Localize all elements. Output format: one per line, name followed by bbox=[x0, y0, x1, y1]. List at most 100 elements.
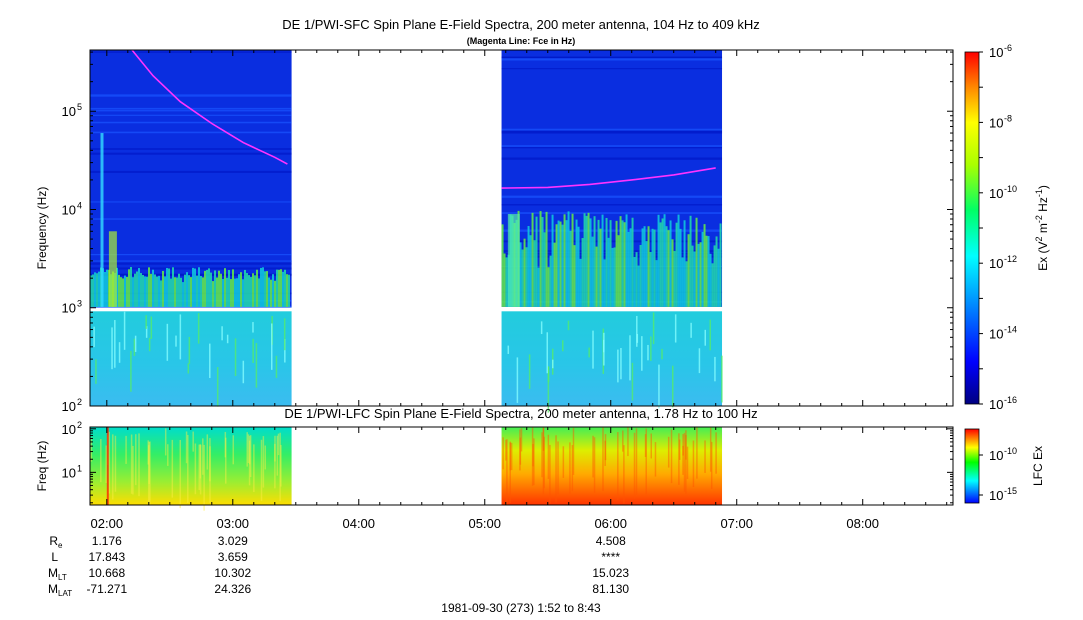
sfc-streak bbox=[588, 347, 590, 358]
sfc-streak bbox=[698, 348, 701, 374]
sfc-emission-col bbox=[629, 228, 632, 307]
sfc-emission-col bbox=[282, 271, 284, 307]
sfc-emission-col bbox=[126, 276, 128, 307]
sfc-emission-col bbox=[120, 277, 122, 307]
sfc-emission-col bbox=[649, 252, 652, 307]
sfc-stripe bbox=[90, 110, 292, 112]
lfc-streak bbox=[262, 436, 265, 488]
sfc-emission-col bbox=[661, 218, 664, 307]
sfc-streak bbox=[148, 337, 151, 352]
lfc-streak bbox=[164, 428, 167, 456]
lfc-y-tick-label: 10 bbox=[62, 422, 76, 437]
sfc-emission-col bbox=[635, 252, 638, 307]
sfc-emission-col bbox=[521, 249, 524, 307]
sfc-emission-col bbox=[190, 277, 192, 307]
lfc-streak bbox=[682, 445, 684, 475]
sfc-streak bbox=[133, 338, 136, 356]
sfc-stripe bbox=[90, 121, 292, 124]
sfc-emission-col bbox=[128, 269, 130, 307]
sfc-stripe bbox=[90, 94, 292, 97]
sfc-emission-col bbox=[258, 278, 260, 307]
lfc-streak bbox=[572, 427, 575, 475]
sfc-emission-col bbox=[677, 214, 680, 307]
sfc-streak bbox=[188, 336, 191, 364]
lfc-colorbar-tick-exponent: -15 bbox=[1004, 486, 1017, 496]
lfc-streak bbox=[147, 440, 149, 465]
sfc-streak bbox=[661, 348, 663, 360]
sfc-emission-col bbox=[188, 275, 190, 307]
sfc-colorbar-label-part: Ex (V bbox=[1036, 242, 1050, 271]
sfc-emission-col bbox=[182, 282, 184, 307]
sfc-emission-col bbox=[158, 275, 160, 307]
sfc-emission-col bbox=[569, 230, 572, 307]
sfc-stripe bbox=[90, 152, 292, 155]
sfc-streak bbox=[704, 329, 707, 346]
sfc-emission-col bbox=[224, 268, 226, 307]
lfc-colorbar-scale bbox=[964, 428, 980, 504]
sfc-colorbar-label-part: ) bbox=[1036, 185, 1050, 189]
lfc-streak bbox=[192, 431, 194, 452]
time-axis: 02:00 03:00 04:00 05:00 06:00 07:00 08:00 bbox=[91, 50, 948, 531]
sfc-emission-col bbox=[549, 255, 552, 307]
sfc-streak bbox=[650, 336, 652, 361]
sfc-emission-col bbox=[671, 239, 674, 307]
sfc-emission-col bbox=[593, 216, 596, 307]
sfc-streak bbox=[221, 326, 223, 341]
sfc-streak bbox=[507, 345, 510, 354]
sfc-stripe bbox=[90, 201, 292, 203]
sfc-emission-col bbox=[583, 213, 586, 307]
lfc-streak bbox=[253, 444, 255, 493]
sfc-emission-col bbox=[210, 272, 212, 307]
sfc-streak bbox=[540, 321, 543, 335]
sfc-streak bbox=[150, 316, 153, 339]
lfc-streak bbox=[138, 433, 140, 497]
sfc-streak bbox=[197, 313, 200, 344]
sfc-emission-col bbox=[122, 278, 124, 307]
lfc-streak bbox=[509, 442, 512, 471]
lfc-streak bbox=[179, 439, 181, 509]
time-tick-label: 04:00 bbox=[342, 516, 375, 531]
sfc-emission-col bbox=[627, 231, 630, 307]
sfc-y-tick-label: 10 bbox=[62, 104, 76, 119]
sfc-emission-col bbox=[703, 224, 706, 307]
sfc-emission-col bbox=[150, 273, 152, 307]
lfc-streak bbox=[644, 434, 647, 457]
lfc-streak bbox=[206, 434, 209, 470]
lfc-streak bbox=[715, 432, 717, 474]
sfc-emission-col bbox=[705, 235, 708, 307]
sfc-streak bbox=[275, 355, 278, 378]
sfc-emission-col bbox=[709, 253, 712, 307]
sfc-streak bbox=[636, 315, 638, 347]
sfc-streak bbox=[111, 327, 113, 370]
sfc-emission-col bbox=[240, 272, 242, 307]
sfc-stripe bbox=[501, 131, 723, 134]
sfc-colorbar-label-part: Hz bbox=[1036, 197, 1050, 215]
lfc-streak bbox=[112, 434, 114, 500]
lfc-streak bbox=[645, 428, 647, 495]
sfc-stripe bbox=[501, 157, 723, 160]
sfc-y-tick-label: 10 bbox=[62, 399, 76, 414]
sfc-emission-col bbox=[545, 211, 548, 307]
sfc-emission-col bbox=[250, 277, 252, 307]
lfc-streak bbox=[199, 444, 202, 479]
lfc-streak bbox=[685, 430, 687, 460]
sfc-emission-col bbox=[601, 214, 604, 307]
lfc-streak bbox=[532, 443, 534, 467]
sfc-emission-col bbox=[216, 277, 218, 307]
sfc-streak bbox=[671, 365, 674, 408]
lfc-streak bbox=[209, 446, 211, 503]
lfc-streak bbox=[569, 442, 571, 494]
sfc-emission-col bbox=[699, 242, 702, 307]
sfc-streak bbox=[552, 359, 554, 369]
sfc-emission-col bbox=[174, 277, 176, 307]
lfc-streak bbox=[509, 441, 511, 504]
lfc-streak bbox=[148, 441, 150, 485]
sfc-streak bbox=[134, 335, 137, 352]
sfc-emission-col bbox=[134, 273, 136, 307]
sfc-emission-col bbox=[603, 259, 606, 307]
sfc-streak bbox=[93, 326, 95, 348]
sfc-emission-col bbox=[140, 273, 142, 307]
sfc-emission-col bbox=[130, 267, 132, 307]
